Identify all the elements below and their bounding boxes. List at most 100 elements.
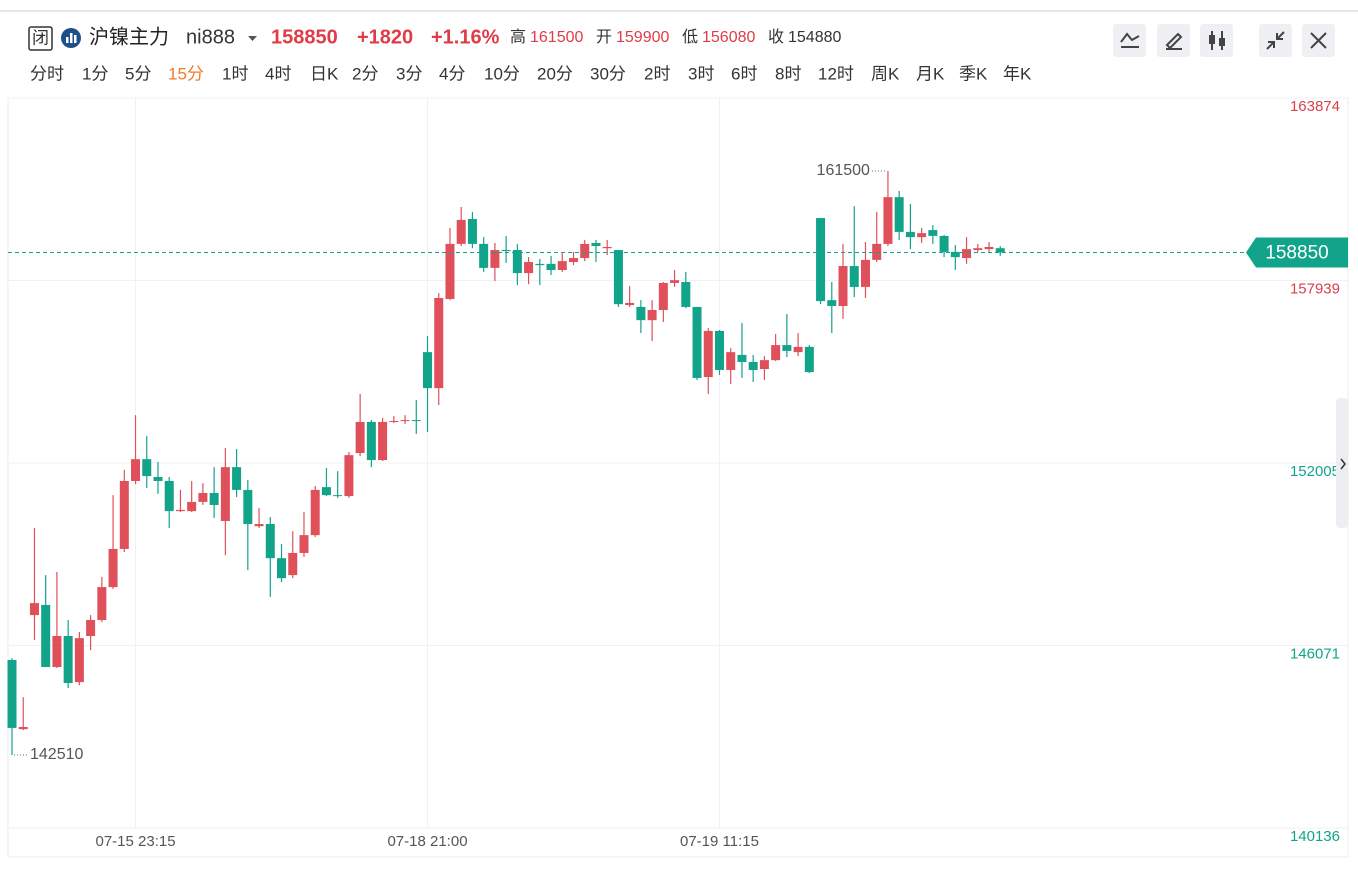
candle-body [501,250,511,252]
period-tab[interactable]: 月K [916,64,945,83]
candle-body [647,310,657,321]
candle-body [737,354,747,362]
period-tab[interactable]: 20分 [537,64,573,83]
period-tab[interactable]: 日K [310,64,339,83]
change: +1820 [357,26,413,48]
candle-body [299,535,309,553]
candle-body [131,459,141,481]
period-tab[interactable]: 4时 [265,64,291,83]
candle-body [423,352,433,389]
period-tab[interactable]: 8时 [775,64,801,83]
last-price-label: 158850 [1265,243,1328,264]
tool-icon [1120,32,1140,48]
candle-body [389,421,399,423]
candle-body [490,250,500,268]
y-tick-label: 163874 [1290,98,1340,115]
expand-arrow[interactable] [1340,458,1346,470]
instrument-code[interactable]: ni888 [186,26,235,48]
change-pct: +1.16% [431,26,500,48]
period-tab[interactable]: 15分 [168,64,204,83]
period-tab[interactable]: 季K [959,64,988,83]
period-tab[interactable]: 30分 [590,64,626,83]
tool-icon [1209,35,1215,44]
candle-body [378,421,388,461]
candle-body [74,638,84,683]
tool-button[interactable] [1259,24,1292,57]
candle-body [569,258,578,263]
period-tab[interactable]: 5分 [125,64,151,83]
dropdown-arrow[interactable] [248,36,257,41]
stat-value: 156080 [702,29,755,46]
tool-button[interactable] [1200,24,1233,57]
y-tick-label: 146071 [1290,645,1340,662]
period-tab[interactable]: 年K [1003,64,1032,83]
candle-body [321,487,331,496]
candle-body [366,421,376,461]
candle-body [355,421,365,454]
candle-body [939,235,949,252]
logo-bar [70,33,73,43]
status: 闭 [32,28,49,47]
scroll-handle[interactable] [1336,398,1348,528]
plot: 140136 146071 152005 157939 163874 07-15 23:1… [7,97,1348,850]
instrument-name: 沪镍主力 [89,25,169,48]
candle-body [198,492,208,502]
period-tab[interactable]: 2分 [352,64,378,83]
candle-body [344,455,354,497]
period-tab[interactable]: 3分 [396,64,422,83]
candle-body [557,261,567,271]
candle-body [703,330,713,378]
period-tab[interactable]: 周K [871,64,900,83]
candle-body [400,420,410,422]
candle-body [7,659,17,728]
candle-body [29,603,39,616]
tool-icon [1219,38,1225,46]
candle-body [535,263,545,266]
candle-body [18,727,28,730]
candle-body [759,360,769,370]
candle-body [411,420,421,422]
tool-button[interactable] [1157,24,1190,57]
candle-body [849,266,859,287]
toolbar [1113,24,1335,57]
candle-body [288,552,298,576]
candle-body [153,476,163,481]
period-tab[interactable]: 2时 [644,64,670,83]
period-tab[interactable]: 6时 [731,64,757,83]
tool-icon [1310,32,1327,49]
period-tab[interactable]: 10分 [484,64,520,83]
candle-body [232,467,242,490]
candle-body [636,306,646,321]
y-tick-label: 140136 [1290,828,1340,845]
candle-body [512,250,522,274]
x-tick-label: 07-18 21:00 [387,833,467,850]
candle-body [771,345,781,361]
candle-body [681,282,691,307]
price: 158850 [271,26,338,48]
candle-body [860,259,870,287]
candle-body [580,243,590,259]
period-tab[interactable]: 3时 [688,64,714,83]
candle-body [793,346,803,353]
candle-body [86,619,96,636]
candle-body [658,282,668,311]
period-tab[interactable]: 1时 [222,64,248,83]
status-box [28,26,53,51]
candle-body [602,246,612,249]
candle-body [175,509,185,512]
low-marker-label: 142510 [30,746,83,763]
period-tab[interactable]: 分时 [30,64,64,83]
period-tab[interactable]: 4分 [439,64,465,83]
period-tab[interactable]: 1分 [82,64,108,83]
candle-body [692,306,702,378]
logo-bar [66,37,69,43]
candle-body [456,219,466,244]
candle-body [726,352,736,370]
candle-body [714,330,724,370]
stat-label: 开 [596,29,612,46]
candle-body [591,242,601,247]
period-tab[interactable]: 12时 [818,64,854,83]
tool-button[interactable] [1113,24,1146,57]
